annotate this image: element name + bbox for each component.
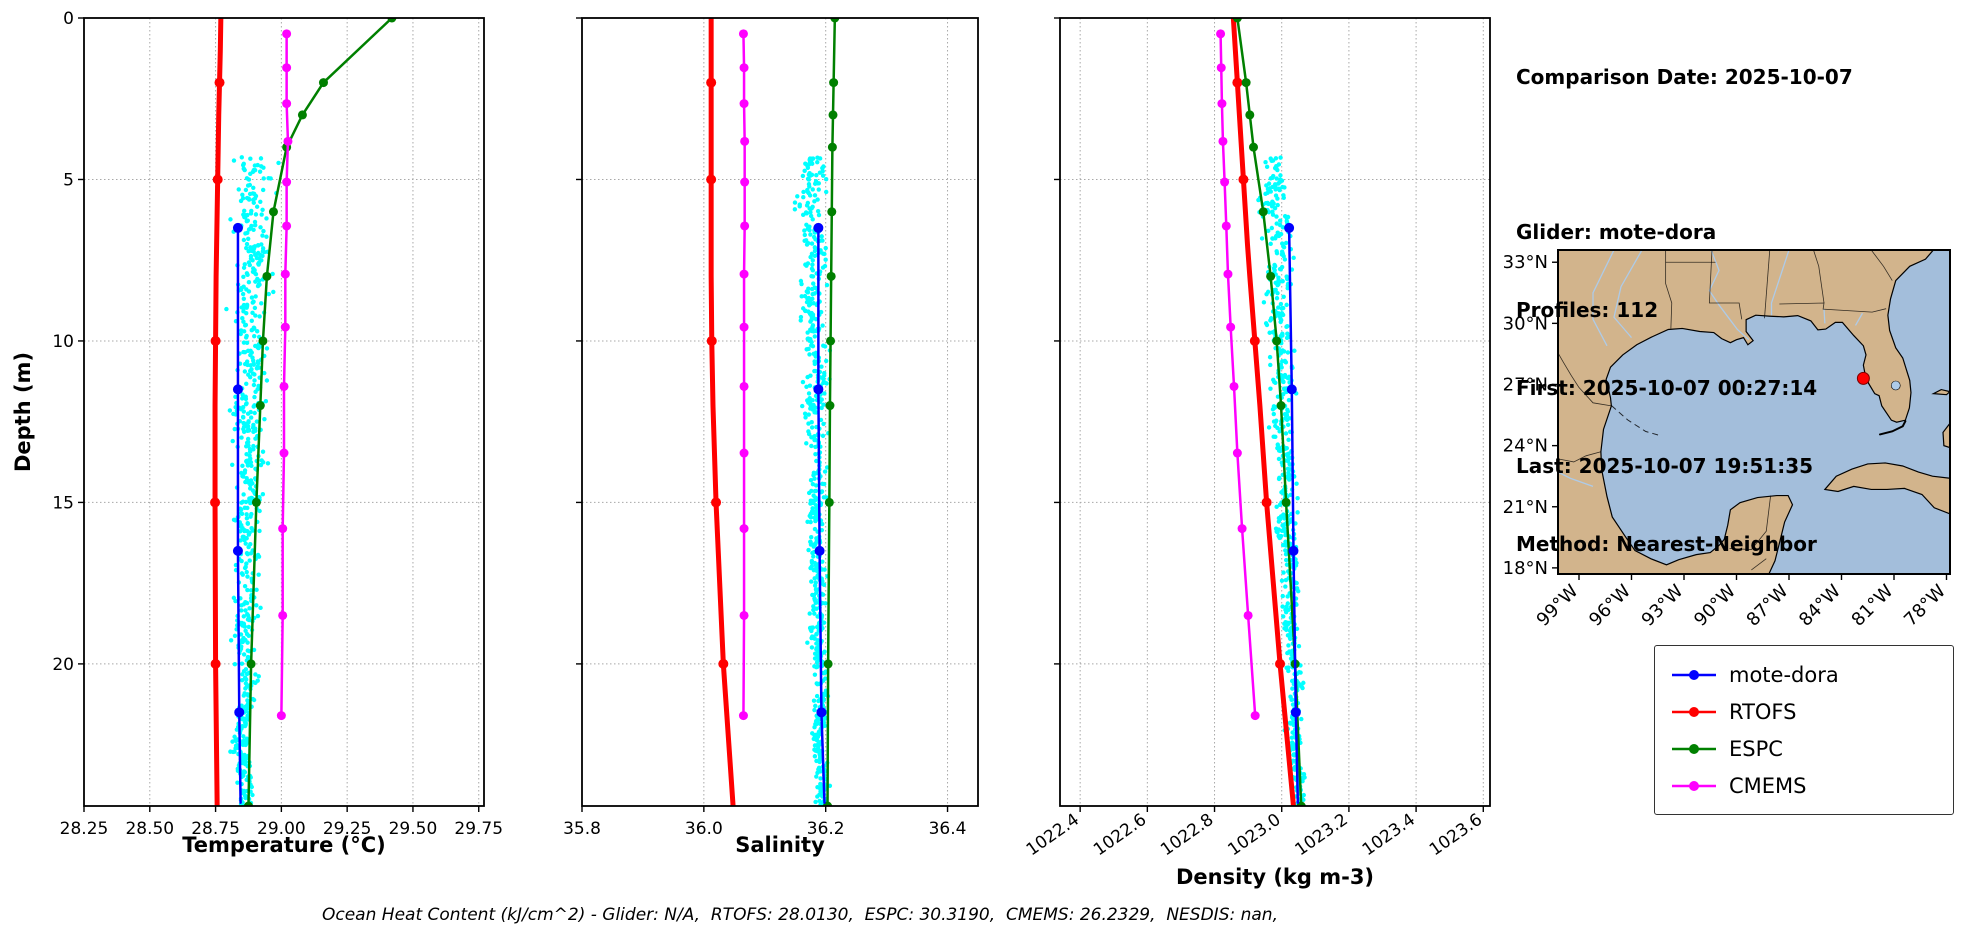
svg-text:Temperature (°C): Temperature (°C) [182, 833, 385, 857]
legend-label: ESPC [1729, 736, 1783, 761]
map-land [1558, 250, 1935, 574]
map-river [1854, 312, 1864, 326]
temperature-series [210, 18, 397, 806]
map-border [1558, 352, 1612, 407]
legend-label: CMEMS [1729, 773, 1807, 798]
legend-label: RTOFS [1729, 699, 1797, 724]
svg-text:36.0: 36.0 [685, 819, 723, 839]
map-land [1931, 388, 1950, 396]
svg-text:20: 20 [52, 655, 74, 675]
svg-text:33°N: 33°N [1503, 252, 1548, 273]
map-lake [1890, 380, 1901, 391]
svg-text:Depth (m): Depth (m) [11, 352, 35, 472]
legend-item-cmems: CMEMS [1671, 767, 1937, 804]
legend-label: mote-dora [1729, 662, 1839, 687]
svg-text:10: 10 [52, 332, 74, 352]
glider-name: Glider: mote-dora [1516, 220, 1717, 244]
svg-text:29.50: 29.50 [389, 819, 438, 839]
svg-text:35.8: 35.8 [563, 819, 601, 839]
temperature-profile-chart: 28.25 28.50 28.75 29.00 29.25 29.50 29.75 0 5 10 1… [11, 9, 503, 857]
map-border [1813, 250, 1825, 304]
svg-text:0: 0 [63, 9, 74, 29]
map-content [1558, 250, 1950, 574]
profiles-count: Profiles: 112 [1516, 298, 1659, 322]
svg-text:1023.6: 1023.6 [1426, 810, 1486, 861]
map-river [1558, 471, 1594, 487]
legend-item-mote-dora: mote-dora [1671, 656, 1937, 693]
svg-text:21°N: 21°N [1503, 497, 1548, 518]
last-profile-time: Last: 2025-10-07 19:51:35 [1516, 454, 1814, 478]
map-border [1764, 250, 1771, 319]
svg-text:5: 5 [63, 170, 74, 190]
svg-text:Density (kg m-3): Density (kg m-3) [1176, 865, 1374, 889]
svg-text:28.75: 28.75 [191, 819, 240, 839]
map-river [1823, 309, 1826, 324]
svg-text:29.25: 29.25 [323, 819, 372, 839]
svg-text:24°N: 24°N [1503, 436, 1548, 457]
svg-text:1023.2: 1023.2 [1292, 810, 1352, 861]
svg-text:15: 15 [52, 493, 74, 513]
salinity-profile-chart: 35.8 36.0 36.2 36.4 Salinity [563, 17, 979, 857]
svg-text:1023.4: 1023.4 [1359, 810, 1419, 861]
comparison-date: Comparison Date: 2025-10-07 [1516, 65, 1853, 89]
gulf-of-mexico-map: 33°N30°N27°N24°N21°N18°N99°W 96°W 93°W 90°W… [1503, 249, 1951, 631]
svg-text:36.4: 36.4 [929, 819, 967, 839]
svg-text:1022.4: 1022.4 [1023, 810, 1083, 861]
svg-text:1022.6: 1022.6 [1090, 810, 1150, 861]
ohc-footer: Ocean Heat Content (kJ/cm^2) - Glider: N… [322, 905, 1278, 925]
info-spacer [1516, 142, 1853, 167]
map-border [1870, 250, 1893, 281]
map-border [1751, 558, 1767, 571]
svg-text:29.00: 29.00 [257, 819, 306, 839]
legend-item-espc: ESPC [1671, 730, 1937, 767]
legend-line-swatch [1672, 743, 1716, 754]
map-border [1558, 451, 1601, 463]
density-series [1216, 18, 1307, 806]
svg-text:30°N: 30°N [1503, 313, 1548, 334]
map-border [1729, 495, 1772, 550]
svg-text:1022.8: 1022.8 [1157, 810, 1217, 861]
svg-text:36.2: 36.2 [807, 819, 845, 839]
density-profile-chart: 1022.4 1022.6 1022.8 1023.0 1023.2 1023.4 1023… [1023, 17, 1491, 889]
svg-text:27°N: 27°N [1503, 374, 1548, 395]
legend-item-rtofs: RTOFS [1671, 693, 1937, 730]
svg-text:18°N: 18°N [1503, 558, 1548, 579]
map-land [1942, 422, 1950, 449]
svg-text:1023.0: 1023.0 [1224, 810, 1284, 861]
map-river [1770, 250, 1790, 316]
svg-text:Salinity: Salinity [735, 833, 825, 857]
info-panel: Comparison Date: 2025-10-07 Glider: mote… [1516, 12, 1853, 609]
map-maritime-boundary [1611, 405, 1660, 436]
map-river [1592, 250, 1615, 347]
map-land [1823, 462, 1950, 515]
legend-line-swatch [1672, 669, 1716, 680]
method-label: Method: Nearest-Neighbor [1516, 532, 1817, 556]
salinity-series [706, 18, 840, 806]
svg-text:28.25: 28.25 [60, 819, 109, 839]
svg-text:28.50: 28.50 [125, 819, 174, 839]
map-border [1779, 302, 1887, 313]
map-river [1613, 250, 1643, 339]
svg-text:29.75: 29.75 [454, 819, 503, 839]
map-river [1708, 250, 1750, 341]
legend-line-swatch [1672, 780, 1716, 791]
svg-text:81°W: 81°W [1848, 581, 1898, 631]
map-frame [1557, 249, 1951, 575]
legend-box: mote-dora RTOFS ESPC CMEMS [1654, 645, 1954, 815]
legend-line-swatch [1672, 706, 1716, 717]
map-border [1665, 250, 1673, 329]
glider-location-marker [1856, 371, 1870, 385]
svg-text:78°W: 78°W [1900, 581, 1950, 631]
first-profile-time: First: 2025-10-07 00:27:14 [1516, 376, 1818, 400]
florida-keys [1879, 420, 1907, 436]
map-border [1708, 250, 1743, 320]
